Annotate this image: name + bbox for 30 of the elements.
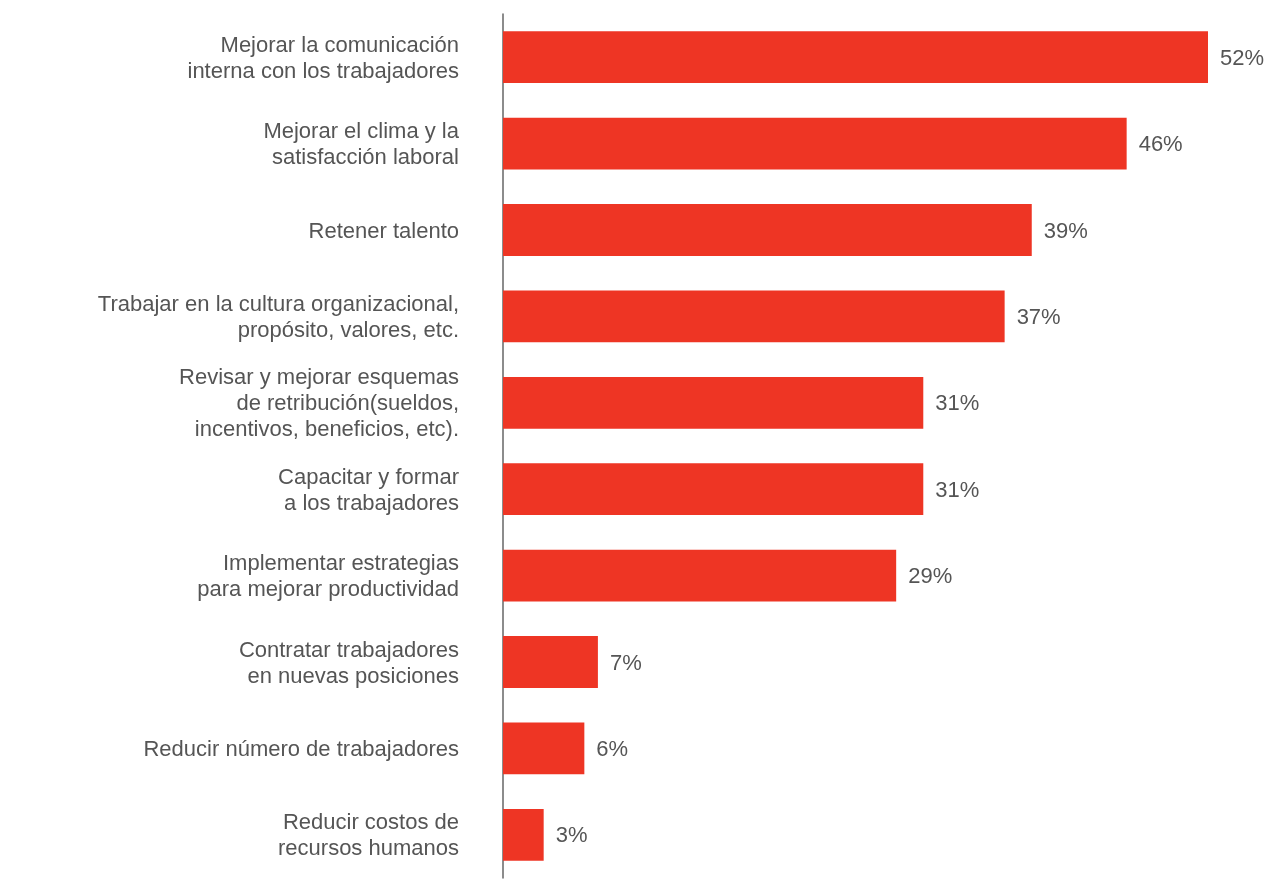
y-tick-label: Retener talento — [308, 217, 459, 243]
data-label: 29% — [908, 563, 953, 589]
data-label: 52% — [1220, 44, 1265, 70]
data-label: 31% — [935, 476, 980, 502]
y-tick-label: Reducir costos de recursos humanos — [278, 809, 459, 861]
bar — [503, 376, 924, 429]
data-label: 46% — [1138, 131, 1183, 157]
data-label: 37% — [1016, 303, 1061, 329]
y-tick-label: Mejorar la comunicación interna con los trabajadores — [187, 31, 459, 83]
y-tick-label: Reducir número de trabajadores — [143, 735, 459, 761]
bar — [503, 290, 1005, 343]
bar — [503, 636, 598, 688]
data-label: 31% — [935, 390, 980, 416]
bar — [503, 808, 544, 861]
y-tick-label: Contratar trabajadores en nuevas posiciones — [238, 636, 459, 688]
bar — [503, 549, 897, 602]
y-tick-label: Revisar y mejorar esquemas de retribución(sueldos, incentivos, beneficios, etc). — [179, 364, 459, 442]
bar — [503, 722, 585, 775]
bar — [503, 463, 924, 516]
data-label: 39% — [1043, 217, 1088, 243]
y-tick-label: Mejorar el clima y la satisfacción laboral — [263, 118, 460, 170]
bar — [503, 117, 1127, 170]
y-tick-label: Implementar estrategias para mejorar productividad — [197, 550, 459, 602]
data-label: 3% — [555, 822, 588, 848]
y-tick-label: Capacitar y formar a los trabajadores — [278, 463, 459, 515]
bar — [503, 204, 1032, 256]
y-tick-label: Trabajar en la cultura organizacional, propósito, valores, etc. — [97, 290, 459, 342]
bar — [503, 31, 1208, 84]
data-label: 6% — [596, 735, 629, 761]
data-label: 7% — [609, 649, 642, 675]
